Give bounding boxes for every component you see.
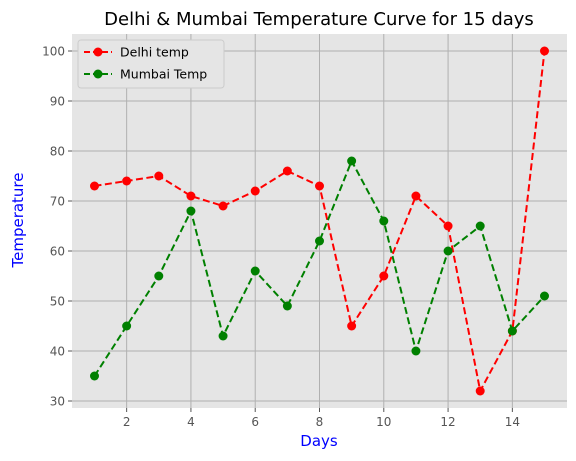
data-point-mumbai-temp: [90, 371, 99, 381]
x-tick-label: 6: [251, 415, 259, 429]
data-point-delhi-temp: [186, 191, 196, 201]
x-tick-label: 4: [187, 415, 195, 429]
x-tick-label: 8: [316, 415, 324, 429]
data-point-mumbai-temp: [250, 266, 260, 276]
data-point-mumbai-temp: [475, 221, 485, 231]
x-tick-label: 14: [505, 415, 520, 429]
data-point-delhi-temp: [315, 181, 324, 191]
data-point-delhi-temp: [443, 221, 453, 231]
legend-label-mumbai: Mumbai Temp: [120, 67, 207, 82]
data-point-mumbai-temp: [122, 321, 132, 331]
series-lines: [90, 46, 549, 396]
series-line-mumbai-temp: [93, 160, 546, 377]
y-tick-label: 90: [50, 95, 65, 109]
x-axis-label: Days: [300, 432, 338, 450]
x-axis-ticks: 2 4 6 8 10 12 14: [123, 408, 520, 429]
y-tick-label: 30: [50, 395, 65, 409]
data-point-delhi-temp: [250, 186, 260, 196]
data-point-delhi-temp: [475, 386, 485, 396]
chart-title: Delhi & Mumbai Temperature Curve for 15 …: [104, 9, 534, 30]
legend: Delhi temp Mumbai Temp: [77, 39, 225, 89]
data-point-delhi-temp: [154, 171, 164, 181]
data-point-mumbai-temp: [443, 246, 453, 256]
y-tick-label: 70: [50, 195, 65, 209]
y-axis-label: Temperature: [9, 172, 27, 268]
data-point-mumbai-temp: [282, 301, 292, 311]
y-tick-label: 60: [50, 245, 65, 259]
y-axis-ticks: 30 40 50 60 70 80 90 100: [42, 45, 72, 409]
data-point-delhi-temp: [218, 201, 228, 211]
data-point-delhi-temp: [122, 176, 132, 186]
legend-box: [77, 39, 225, 89]
y-tick-label: 40: [50, 345, 65, 359]
data-point-mumbai-temp: [218, 331, 228, 341]
data-point-mumbai-temp: [379, 216, 389, 226]
data-point-mumbai-temp: [315, 236, 324, 246]
x-tick-label: 12: [440, 415, 455, 429]
legend-marker-mumbai: [93, 69, 103, 79]
legend-label-delhi: Delhi temp: [120, 45, 189, 60]
x-tick-label: 10: [376, 415, 391, 429]
data-point-delhi-temp: [411, 191, 421, 201]
data-point-delhi-temp: [282, 166, 292, 176]
data-point-mumbai-temp: [186, 206, 196, 216]
data-point-delhi-temp: [90, 181, 99, 191]
data-point-mumbai-temp: [154, 271, 164, 281]
data-point-mumbai-temp: [347, 156, 357, 166]
y-tick-label: 50: [50, 295, 65, 309]
data-point-delhi-temp: [347, 321, 357, 331]
data-point-mumbai-temp: [411, 346, 421, 356]
data-point-delhi-temp: [379, 271, 389, 281]
data-point-mumbai-temp: [540, 291, 549, 301]
y-tick-label: 80: [50, 145, 65, 159]
y-tick-label: 100: [42, 45, 65, 59]
x-tick-label: 2: [123, 415, 131, 429]
legend-marker-delhi: [93, 47, 103, 57]
data-point-delhi-temp: [540, 46, 549, 56]
data-point-mumbai-temp: [507, 326, 517, 336]
